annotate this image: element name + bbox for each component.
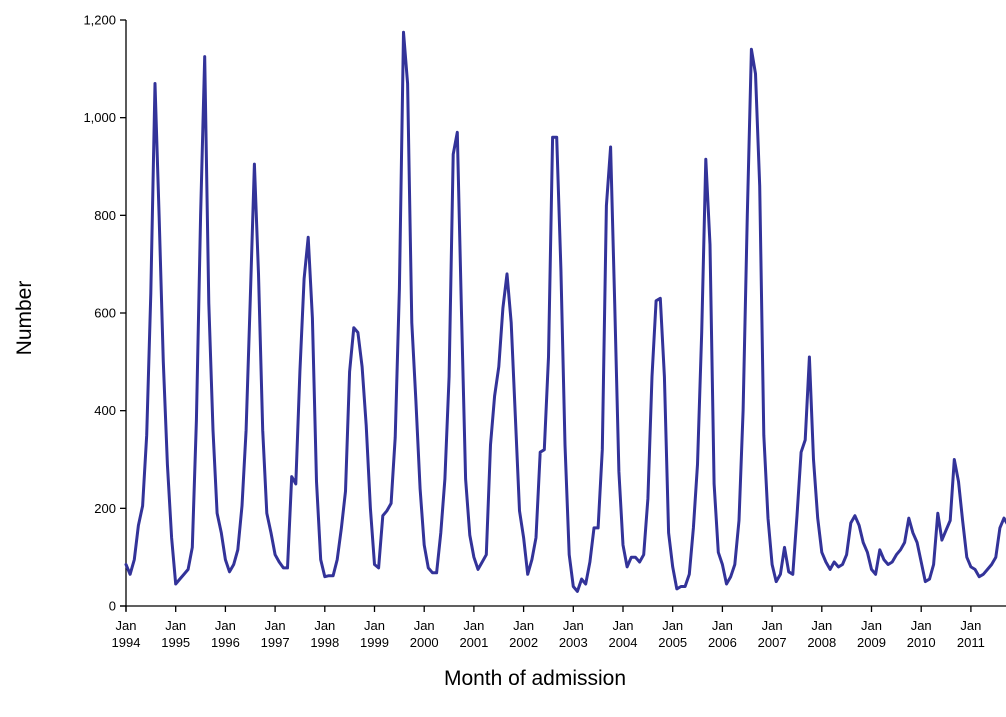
x-tick-label-month: Jan [414,618,435,633]
x-axis-title: Month of admission [444,667,626,690]
x-tick-label-month: Jan [563,618,584,633]
x-tick-label-year: 2004 [609,635,638,650]
y-tick-label: 1,000 [83,110,116,125]
x-tick-label-month: Jan [712,618,733,633]
y-tick-label: 200 [94,501,116,516]
x-axis: Jan 1994 Jan 1995 Jan 1996 Jan 1997 Jan 1998 Jan 19… [112,605,1006,650]
x-tick-label-year: 1997 [261,635,290,650]
series-line [124,30,1006,593]
x-tick-label-month: Jan [960,618,981,633]
y-tick-label: 400 [94,403,116,418]
x-tick-label-month: Jan [762,618,783,633]
y-axis: 0 200 400 600 800 1,000 1,200 [83,13,127,614]
x-tick-label-year: 2001 [459,635,488,650]
x-tick-label-year: 2011 [957,635,985,650]
x-tick-label-year: 1996 [211,635,240,650]
x-tick-label-year: 1999 [360,635,389,650]
x-tick-label-month: Jan [613,618,634,633]
x-tick-label-month: Jan [662,618,683,633]
x-tick-label-month: Jan [165,618,186,633]
x-tick-label-year: 2000 [410,635,439,650]
x-tick-label-year: 2009 [857,635,886,650]
x-tick-label-month: Jan [215,618,236,633]
x-tick-label-month: Jan [513,618,534,633]
y-tick-label: 0 [109,599,116,614]
x-tick-label-month: Jan [314,618,335,633]
y-tick-label: 800 [94,208,116,223]
x-tick-label-year: 1995 [161,635,190,650]
y-tick-label: 1,200 [83,13,116,28]
x-tick-label-year: 1998 [310,635,339,650]
x-tick-label-month: Jan [265,618,286,633]
x-tick-label-month: Jan [861,618,882,633]
x-tick-label-year: 2006 [708,635,737,650]
y-axis-title: Number [13,281,36,356]
x-tick-label-year: 2008 [807,635,836,650]
x-tick-label-month: Jan [364,618,385,633]
x-tick-label-month: Jan [811,618,832,633]
x-tick-label-month: Jan [463,618,484,633]
x-tick-label-year: 1994 [112,635,141,650]
series-group [124,30,1006,593]
y-tick-label: 600 [94,306,116,321]
x-tick-label-year: 2002 [509,635,538,650]
x-tick-label-year: 2003 [559,635,588,650]
x-tick-label-year: 2007 [758,635,787,650]
x-tick-label-month: Jan [116,618,137,633]
x-tick-label-year: 2005 [658,635,687,650]
x-tick-label-month: Jan [911,618,932,633]
x-tick-label-year: 2010 [907,635,936,650]
